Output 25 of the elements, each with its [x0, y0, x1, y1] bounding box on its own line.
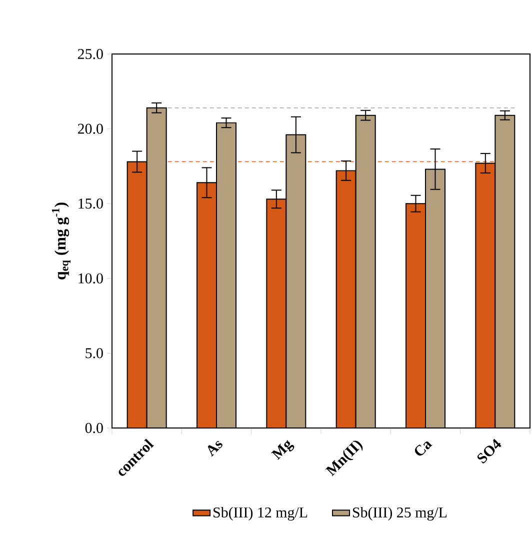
- bar: [196, 182, 217, 428]
- bar: [475, 162, 496, 428]
- legend-label: Sb(III) 12 mg/L: [214, 506, 308, 521]
- bar: [405, 203, 426, 428]
- x-tick-label: Mg: [271, 440, 294, 460]
- y-axis-title: q$_{eq}$ (mg g$^{-1}$): [52, 202, 70, 280]
- x-tick-label: Ca: [414, 441, 432, 456]
- y-tick-label: 0.0: [85, 422, 103, 434]
- bar: [286, 134, 306, 428]
- bar: [266, 198, 287, 428]
- bar: [494, 114, 516, 428]
- bar: [216, 122, 237, 428]
- bar: [146, 107, 167, 428]
- x-tick-label: SO4: [477, 438, 502, 464]
- y-tick-label: 5.0: [86, 348, 103, 358]
- x-tick-label: As: [208, 440, 222, 457]
- legend-label: Sb(III) 25 mg/L: [352, 506, 447, 521]
- y-tick-label: 25.0: [78, 48, 103, 60]
- y-tick-label: 10.0: [78, 273, 103, 284]
- bar: [355, 114, 376, 428]
- y-tick-label: 15.0: [78, 198, 103, 209]
- bar: [126, 161, 148, 428]
- y-tick-label: 20.0: [78, 124, 103, 134]
- bar: [425, 168, 446, 428]
- bar: [336, 170, 356, 428]
